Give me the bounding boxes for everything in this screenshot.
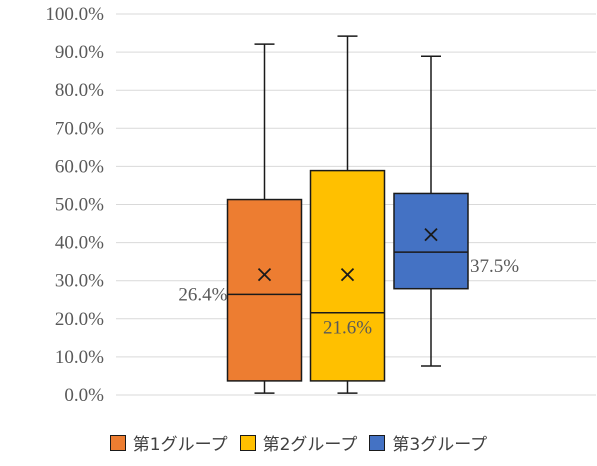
y-tick-label: 50.0% <box>55 195 104 216</box>
legend-item: 第2グループ <box>239 430 358 455</box>
legend-label: 第3グループ <box>392 435 488 455</box>
box-1: 26.4% <box>178 43 303 394</box>
mean-marker <box>257 267 272 282</box>
box-plot-chart: 0.0% 10.0% 20.0% 30.0% 40.0% 50.0% 60.0% 70.0% 8… <box>45 4 596 406</box>
median-label: 21.6% <box>323 318 372 339</box>
mean-marker <box>424 227 438 242</box>
legend-swatch <box>109 434 126 451</box>
y-tick-label: 10.0% <box>55 347 104 368</box>
y-tick-label: 80.0% <box>55 80 104 101</box>
legend-item: 第1グループ <box>109 430 228 455</box>
legend-swatch <box>239 434 256 451</box>
median-label: 26.4% <box>178 284 227 305</box>
box-series: 26.4% 21.6% 37.5% <box>178 35 519 394</box>
box-2: 21.6% <box>309 35 386 394</box>
y-tick-label: 20.0% <box>55 309 104 330</box>
y-tick-label: 90.0% <box>55 42 104 63</box>
legend-item: 第3グループ <box>369 430 487 455</box>
y-tick-label: 30.0% <box>55 271 104 292</box>
y-axis-tick-labels: 0.0% 10.0% 20.0% 30.0% 40.0% 50.0% 60.0% 70.0% 8… <box>45 4 104 406</box>
legend-label: 第1グループ <box>132 435 228 455</box>
y-tick-label: 100.0% <box>45 4 104 25</box>
legend-label: 第2グループ <box>262 435 358 455</box>
y-tick-label: 60.0% <box>55 156 104 177</box>
y-tick-label: 70.0% <box>55 118 104 139</box>
median-label: 37.5% <box>470 256 519 277</box>
box-body <box>226 198 303 382</box>
box-3: 37.5% <box>393 55 519 367</box>
y-tick-label: 40.0% <box>55 233 104 254</box>
legend-swatch <box>369 434 386 451</box>
mean-marker <box>340 267 355 282</box>
legend: 第1グループ 第2グループ 第3グループ <box>0 430 597 455</box>
y-tick-label: 0.0% <box>64 385 104 406</box>
box-body <box>393 192 469 290</box>
